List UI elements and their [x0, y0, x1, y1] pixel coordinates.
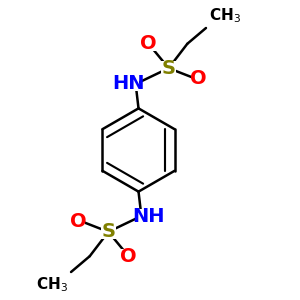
Text: S: S: [162, 59, 176, 78]
Bar: [161, 61, 176, 75]
Bar: [192, 71, 206, 85]
Text: NH: NH: [132, 206, 165, 226]
Bar: [118, 77, 139, 91]
Text: O: O: [120, 247, 137, 266]
Text: HN: HN: [112, 74, 145, 94]
Text: O: O: [140, 34, 157, 53]
Bar: [138, 209, 159, 223]
Text: O: O: [70, 212, 86, 231]
Text: S: S: [101, 222, 116, 241]
Bar: [121, 249, 136, 263]
Bar: [71, 214, 85, 229]
Text: CH$_3$: CH$_3$: [209, 6, 241, 25]
Bar: [101, 225, 116, 239]
Text: O: O: [190, 69, 207, 88]
Text: CH$_3$: CH$_3$: [36, 275, 68, 294]
Bar: [141, 37, 156, 51]
